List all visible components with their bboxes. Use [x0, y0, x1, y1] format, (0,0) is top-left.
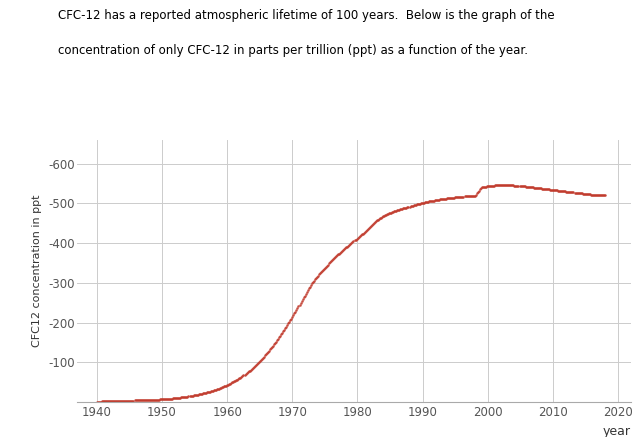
Text: concentration of only CFC-12 in parts per trillion (ppt) as a function of the ye: concentration of only CFC-12 in parts pe… [58, 44, 528, 57]
Y-axis label: CFC12 concentration in ppt: CFC12 concentration in ppt [32, 195, 43, 347]
X-axis label: year: year [603, 425, 631, 437]
Text: CFC-12 has a reported atmospheric lifetime of 100 years.  Below is the graph of : CFC-12 has a reported atmospheric lifeti… [58, 9, 554, 22]
